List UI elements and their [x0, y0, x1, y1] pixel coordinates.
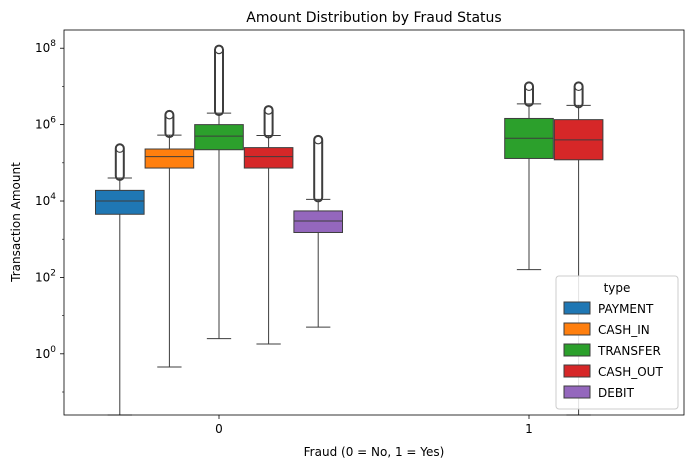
outlier-point [264, 105, 274, 115]
plot-frame [63, 29, 685, 416]
outlier-point [115, 143, 125, 153]
chart-title: Amount Distribution by Fraud Status [246, 10, 501, 26]
box-transfer-fraud-0 [194, 44, 244, 340]
x-tick-label: 1 [525, 422, 533, 436]
legend-entry: PAYMENT [598, 302, 654, 316]
iqr-box [243, 147, 294, 169]
box-payment-fraud-0 [94, 143, 145, 416]
box-debit-fraud-0 [293, 134, 344, 328]
legend-entry: DEBIT [598, 386, 635, 400]
legend: type PAYMENT CASH_IN TRANSFER CASH_OUT DEBIT [555, 275, 679, 410]
box-cash-out-fraud-1 [553, 81, 604, 416]
outlier-point [164, 110, 174, 120]
y-axis-label: Transaction Amount [9, 162, 23, 283]
y-axis: 100 102 104 106 108 [35, 39, 64, 393]
y-tick-label: 102 [35, 268, 56, 284]
legend-entry: CASH_OUT [598, 365, 663, 379]
box-transfer-fraud-1 [504, 81, 554, 271]
legend-title: type [604, 281, 631, 295]
iqr-box [194, 124, 244, 151]
legend-entry: TRANSFER [597, 344, 661, 358]
outlier-point [573, 81, 584, 92]
y-tick-label: 104 [35, 192, 56, 208]
legend-swatch [563, 364, 591, 378]
legend-swatch [563, 343, 591, 357]
y-tick-label: 100 [35, 345, 56, 361]
plot-area [94, 44, 604, 416]
y-tick-label: 108 [35, 39, 56, 55]
y-tick-label: 106 [35, 116, 56, 132]
legend-swatch [563, 385, 591, 399]
box-cash-in-fraud-0 [144, 109, 195, 368]
outlier-point [524, 81, 534, 92]
iqr-box [94, 189, 145, 215]
box-cash-out-fraud-0 [243, 105, 294, 345]
x-tick-label: 0 [215, 422, 223, 436]
x-axis-label: Fraud (0 = No, 1 = Yes) [304, 445, 445, 459]
iqr-box [293, 210, 344, 233]
legend-swatch [563, 301, 591, 315]
legend-entry: CASH_IN [598, 323, 650, 337]
iqr-box [144, 148, 195, 169]
outlier-point [214, 45, 224, 55]
legend-swatch [563, 322, 591, 336]
outlier-point [313, 135, 323, 145]
